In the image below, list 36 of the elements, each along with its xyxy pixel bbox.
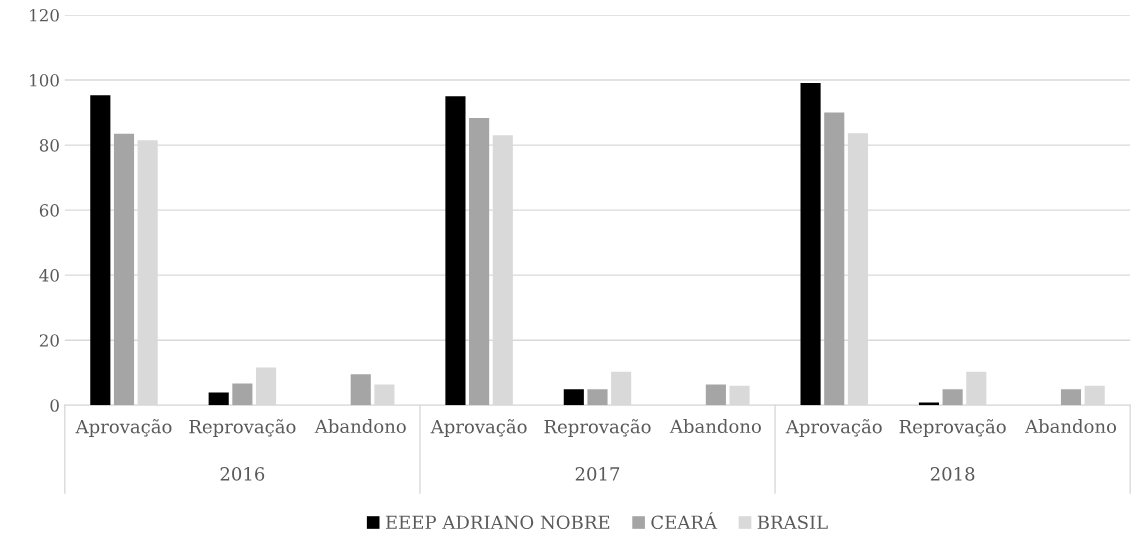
bar <box>824 112 845 406</box>
legend-label: BRASIL <box>757 515 828 530</box>
bar <box>445 96 466 406</box>
x-tick-label: Aprovação <box>785 419 882 437</box>
bar <box>705 384 726 406</box>
y-tick-label: 80 <box>39 139 59 152</box>
bar <box>350 374 371 406</box>
y-tick-label: 0 <box>50 399 59 412</box>
bar <box>113 133 135 406</box>
x-tick-label: Abandono <box>314 419 406 434</box>
y-tick-label: 100 <box>30 74 59 87</box>
x-tick-label: Reprovação <box>189 419 296 437</box>
y-tick-label: 120 <box>30 8 59 22</box>
x-tick-label: Aprovação <box>430 419 527 437</box>
bar <box>90 95 111 406</box>
bar <box>587 389 608 406</box>
x-tick-label: Abandono <box>1024 419 1117 434</box>
legend-label: EEEP ADRIANO NOBRE <box>385 515 610 530</box>
bar <box>469 118 490 406</box>
bar <box>563 389 584 406</box>
legend-label: CEARÁ <box>651 512 718 530</box>
x-tick-label: Abandono <box>669 419 761 434</box>
y-tick-label: 60 <box>39 204 59 217</box>
bar <box>208 392 229 406</box>
x-tick-label: Reprovação <box>544 419 651 437</box>
bar <box>800 82 821 406</box>
text: 2017 <box>575 467 620 481</box>
bar <box>1060 389 1082 406</box>
y-tick-label: 40 <box>39 269 59 282</box>
bar <box>942 389 963 406</box>
text: 2018 <box>930 467 975 481</box>
y-tick-label: 20 <box>39 334 59 347</box>
bar <box>232 383 253 406</box>
x-tick-label: Aprovação <box>75 419 172 437</box>
text: 2016 <box>220 467 265 481</box>
x-tick-label: Reprovação <box>899 419 1006 437</box>
